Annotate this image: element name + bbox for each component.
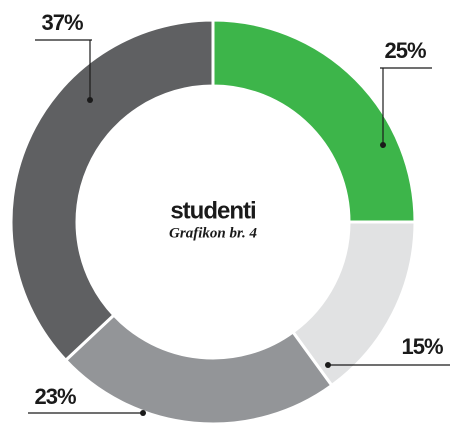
donut [9, 18, 417, 426]
donut-segment [63, 312, 334, 426]
donut-segment [211, 18, 417, 224]
donut-segment [9, 18, 215, 363]
leader-dot [325, 362, 331, 368]
data-label: 15% [401, 334, 442, 359]
leader-dot [380, 142, 386, 148]
leader-dot [87, 97, 93, 103]
chart-subtitle: Grafikon br. 4 [169, 225, 257, 241]
data-label: 37% [41, 10, 82, 35]
data-label: 25% [384, 38, 425, 63]
leader-dot [140, 410, 146, 416]
data-label: 23% [34, 384, 75, 409]
chart-title: studenti [170, 197, 255, 224]
